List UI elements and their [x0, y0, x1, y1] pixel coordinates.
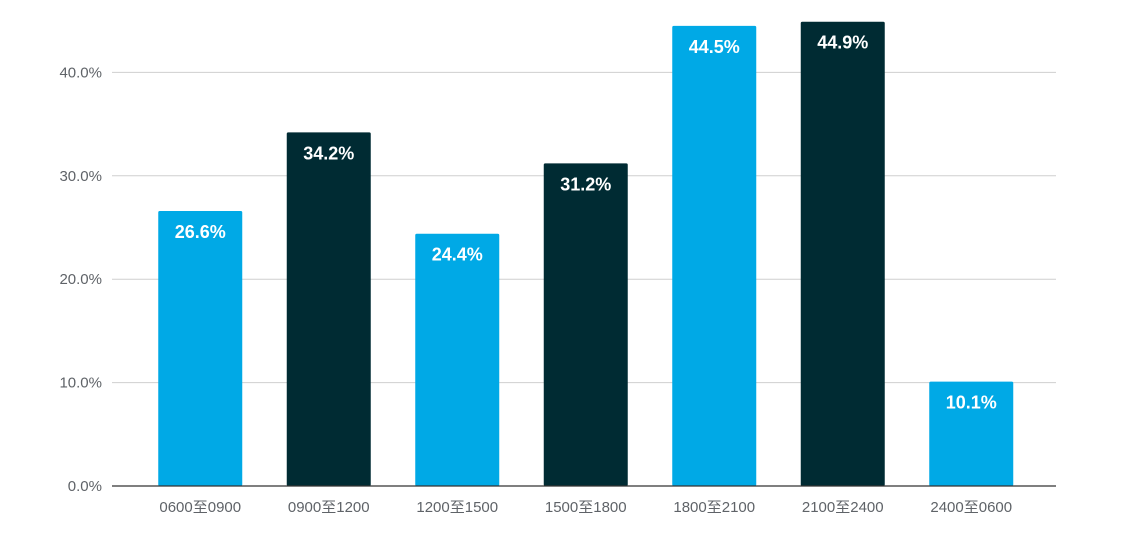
- y-tick-label: 30.0%: [59, 168, 102, 185]
- bar-value-label: 31.2%: [560, 174, 611, 194]
- bar: [800, 21, 885, 486]
- bar: [543, 163, 628, 486]
- bar-value-label: 26.6%: [175, 222, 226, 242]
- bar-value-label: 34.2%: [303, 143, 354, 163]
- bar-value-label: 24.4%: [432, 245, 483, 265]
- x-category-label: 1500至1800: [545, 499, 627, 516]
- x-category-label: 0600至0900: [159, 499, 241, 516]
- bar-value-label: 10.1%: [946, 393, 997, 413]
- bar-value-label: 44.9%: [817, 33, 868, 53]
- x-axis-categories: 0600至0900 0900至1200 1200至1500 1500至1800 1800…: [159, 499, 1012, 516]
- bar: [286, 132, 371, 486]
- x-category-label: 2100至2400: [802, 499, 884, 516]
- y-tick-label: 40.0%: [59, 64, 102, 81]
- y-axis-ticks: 0.0% 10.0% 20.0% 30.0% 40.0%: [59, 64, 102, 495]
- bar: [672, 25, 757, 487]
- y-tick-label: 20.0%: [59, 271, 102, 288]
- bars: 26.6% 34.2% 24.4% 31.2% 44.5% 44.9% 10.1%: [158, 21, 1014, 487]
- bar: [158, 210, 243, 486]
- bar-value-label: 44.5%: [689, 37, 740, 57]
- x-category-label: 1800至2100: [673, 499, 755, 516]
- x-category-label: 0900至1200: [288, 499, 370, 516]
- y-tick-label: 0.0%: [68, 478, 102, 495]
- bar: [929, 381, 1014, 486]
- y-tick-label: 10.0%: [59, 375, 102, 392]
- bar: [415, 233, 500, 486]
- x-category-label: 1200至1500: [416, 499, 498, 516]
- x-category-label: 2400至0600: [930, 499, 1012, 516]
